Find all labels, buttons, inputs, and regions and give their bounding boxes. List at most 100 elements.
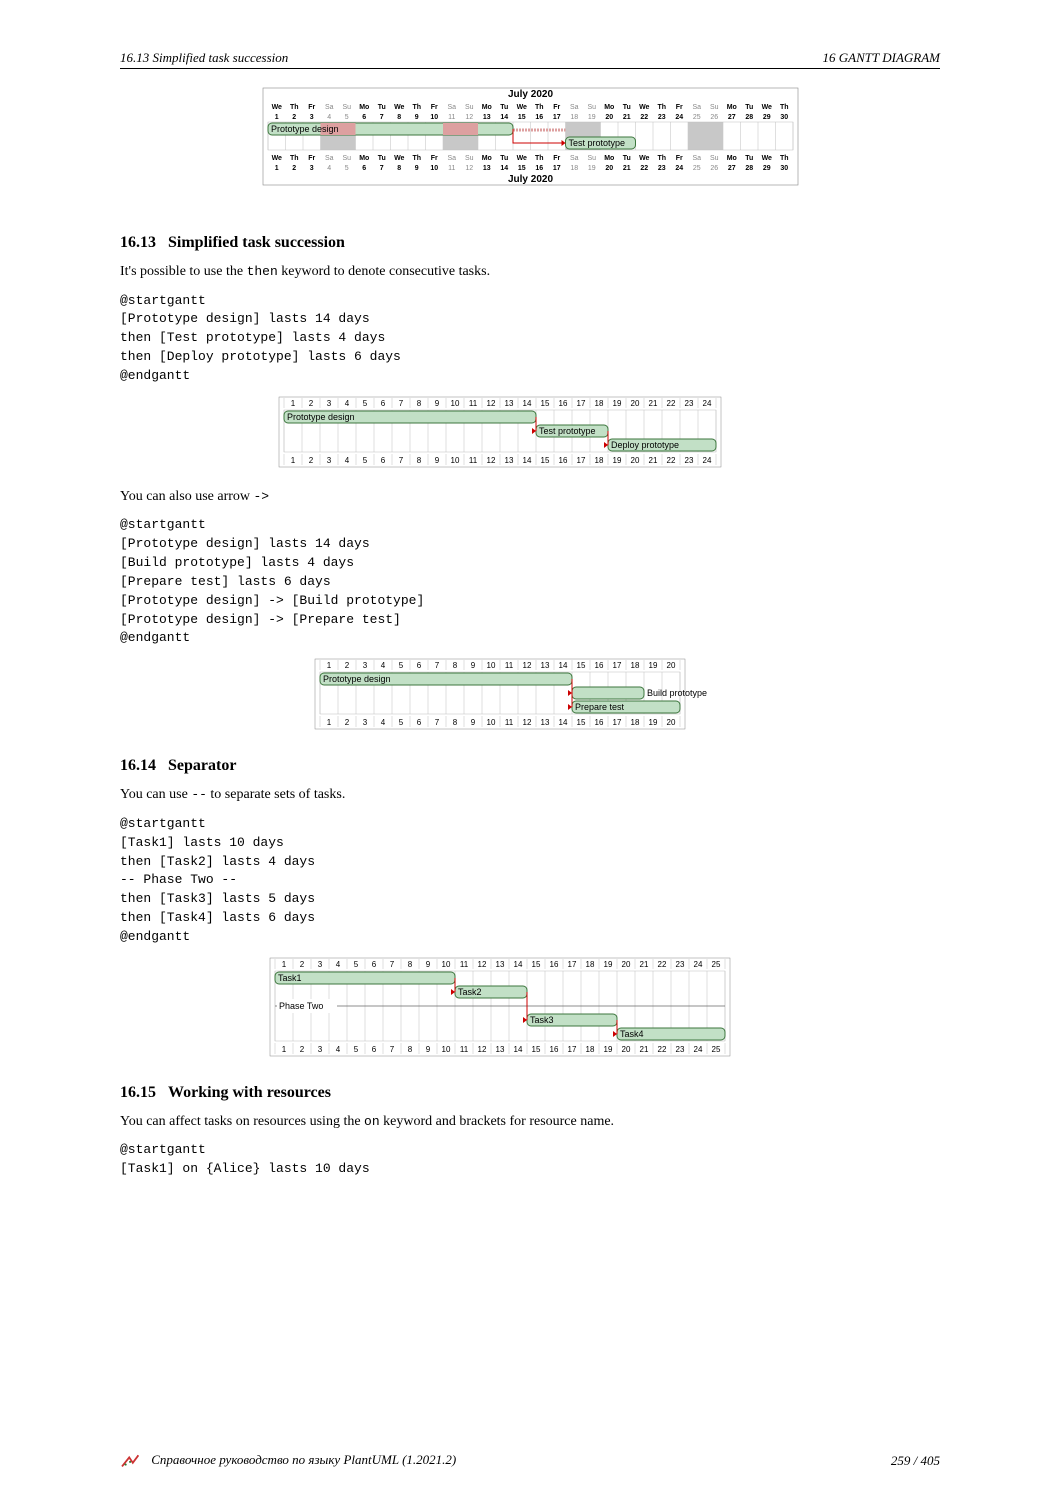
svg-text:4: 4 (336, 1045, 341, 1054)
svg-text:8: 8 (408, 1045, 413, 1054)
svg-text:16: 16 (559, 456, 568, 465)
svg-text:1: 1 (274, 165, 278, 172)
svg-text:17: 17 (568, 960, 577, 969)
svg-text:22: 22 (658, 1045, 667, 1054)
section-16-13-heading: 16.13Simplified task succession (120, 234, 940, 252)
svg-text:14: 14 (559, 718, 568, 727)
svg-text:12: 12 (465, 114, 473, 121)
svg-text:17: 17 (613, 718, 622, 727)
svg-text:21: 21 (640, 1045, 649, 1054)
svg-text:Task1: Task1 (278, 973, 302, 983)
svg-text:5: 5 (399, 661, 404, 670)
svg-text:23: 23 (685, 456, 694, 465)
svg-text:Tu: Tu (745, 155, 753, 162)
svg-text:11: 11 (448, 114, 455, 121)
svg-text:Task3: Task3 (530, 1015, 554, 1025)
svg-text:Fr: Fr (675, 104, 682, 111)
svg-text:20: 20 (605, 114, 613, 121)
svg-text:Prototype design: Prototype design (287, 412, 355, 422)
svg-text:12: 12 (465, 165, 473, 172)
page-footer: Справочное руководство по языку PlantUML… (120, 1452, 940, 1470)
svg-text:11: 11 (469, 399, 478, 408)
svg-text:16: 16 (550, 960, 559, 969)
svg-text:3: 3 (363, 661, 368, 670)
svg-text:Sa: Sa (692, 155, 701, 162)
svg-text:18: 18 (586, 1045, 595, 1054)
svg-text:24: 24 (694, 1045, 703, 1054)
section-number: 16.14 (120, 757, 156, 774)
svg-text:4: 4 (381, 718, 386, 727)
svg-text:7: 7 (379, 165, 383, 172)
svg-text:5: 5 (363, 399, 368, 408)
svg-text:20: 20 (667, 661, 676, 670)
svg-text:15: 15 (532, 1045, 541, 1054)
svg-text:7: 7 (399, 456, 404, 465)
svg-text:21: 21 (649, 399, 658, 408)
svg-text:7: 7 (399, 399, 404, 408)
svg-text:12: 12 (487, 456, 496, 465)
svg-text:Su: Su (464, 155, 473, 162)
svg-text:17: 17 (613, 661, 622, 670)
svg-text:9: 9 (414, 114, 418, 121)
svg-text:Mo: Mo (359, 104, 369, 111)
svg-text:26: 26 (710, 114, 718, 121)
svg-text:14: 14 (559, 661, 568, 670)
svg-text:4: 4 (345, 456, 350, 465)
svg-text:Sa: Sa (324, 104, 333, 111)
section-title: Separator (168, 757, 236, 774)
code-arrow: -> (254, 489, 270, 504)
svg-text:19: 19 (649, 718, 658, 727)
svg-text:6: 6 (372, 1045, 377, 1054)
header-left: 16.13 Simplified task succession (120, 50, 288, 66)
svg-text:5: 5 (363, 456, 368, 465)
svg-text:3: 3 (309, 114, 313, 121)
svg-text:10: 10 (430, 114, 438, 121)
code-block-1: @startgantt [Prototype design] lasts 14 … (120, 292, 940, 386)
svg-text:1: 1 (327, 661, 332, 670)
svg-text:18: 18 (631, 718, 640, 727)
svg-text:10: 10 (451, 456, 460, 465)
svg-text:Sa: Sa (692, 104, 701, 111)
svg-text:2: 2 (309, 456, 314, 465)
svg-text:25: 25 (692, 165, 700, 172)
svg-text:12: 12 (478, 960, 487, 969)
svg-text:15: 15 (541, 456, 550, 465)
svg-text:14: 14 (500, 114, 508, 121)
svg-text:10: 10 (451, 399, 460, 408)
svg-text:23: 23 (657, 114, 665, 121)
header-right: 16 GANTT DIAGRAM (823, 50, 940, 66)
svg-text:16: 16 (535, 165, 543, 172)
svg-text:Prepare test: Prepare test (575, 702, 625, 712)
svg-text:3: 3 (309, 165, 313, 172)
svg-text:10: 10 (442, 1045, 451, 1054)
svg-text:Th: Th (779, 155, 788, 162)
svg-text:3: 3 (327, 456, 332, 465)
svg-text:Su: Su (709, 155, 718, 162)
svg-text:21: 21 (622, 114, 630, 121)
svg-text:19: 19 (604, 1045, 613, 1054)
svg-text:8: 8 (417, 456, 422, 465)
svg-text:6: 6 (362, 114, 366, 121)
svg-text:Mo: Mo (726, 155, 736, 162)
svg-text:15: 15 (517, 114, 525, 121)
svg-text:21: 21 (649, 456, 658, 465)
svg-text:13: 13 (541, 661, 550, 670)
svg-text:1: 1 (291, 456, 296, 465)
svg-text:15: 15 (541, 399, 550, 408)
svg-text:2: 2 (345, 718, 350, 727)
svg-text:Fr: Fr (553, 104, 560, 111)
para-arrow: You can also use arrow -> (120, 487, 940, 507)
svg-text:Prototype design: Prototype design (323, 674, 391, 684)
plantuml-logo-icon (120, 1452, 142, 1470)
svg-text:Task4: Task4 (620, 1029, 644, 1039)
svg-text:Test prototype: Test prototype (539, 426, 596, 436)
svg-text:Tu: Tu (500, 155, 508, 162)
svg-text:23: 23 (676, 960, 685, 969)
section-title: Working with resources (168, 1084, 331, 1101)
svg-text:15: 15 (517, 165, 525, 172)
code-on: on (364, 1114, 380, 1129)
svg-text:Fr: Fr (430, 155, 437, 162)
svg-text:2: 2 (300, 1045, 305, 1054)
svg-text:Th: Th (412, 155, 421, 162)
svg-text:13: 13 (496, 1045, 505, 1054)
